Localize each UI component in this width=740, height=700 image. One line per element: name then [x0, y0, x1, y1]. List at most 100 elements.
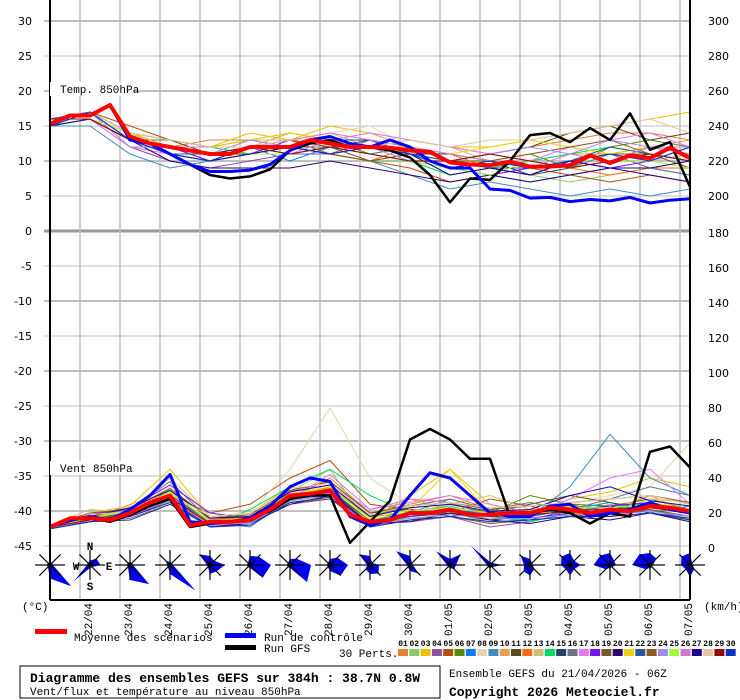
right-axis-tick-label: 100	[708, 367, 729, 380]
date-tick-label: 05/05	[604, 603, 616, 636]
pert-legend-swatch	[398, 649, 408, 656]
pert-legend-number: 16	[568, 640, 578, 649]
wind-perturbation-27	[49, 484, 691, 528]
legend-control-swatch	[225, 633, 256, 638]
left-axis-tick-label: 15	[18, 120, 32, 133]
pert-legend-number: 27	[692, 640, 702, 649]
pert-legend-number: 26	[681, 640, 691, 649]
right-axis-tick-label: 180	[708, 227, 729, 240]
wind-rose-center	[447, 562, 453, 568]
date-tick-label: 25/04	[204, 603, 216, 636]
pert-legend-swatch	[420, 649, 431, 656]
wind-rose-center	[327, 562, 333, 568]
left-axis-tick-label: 20	[18, 85, 32, 98]
left-axis-tick-label: -15	[14, 330, 32, 343]
left-axis-tick-label: 25	[18, 50, 32, 63]
date-tick-label: 28/04	[324, 603, 336, 636]
left-axis-tick-label: -5	[21, 260, 32, 273]
pert-legend-swatch	[409, 649, 420, 656]
right-axis-tick-label: 160	[708, 262, 729, 275]
left-axis-tick-label: -20	[14, 365, 32, 378]
right-axis-tick-label: 20	[708, 507, 722, 520]
wind-rose-center	[127, 562, 133, 568]
pert-legend-swatch	[522, 649, 533, 656]
left-axis-unit: (°C)	[22, 602, 48, 614]
pert-legend-swatch	[465, 649, 476, 656]
wind-rose-center	[647, 562, 653, 568]
wind-label-bg	[50, 461, 128, 475]
legend-mean-label: Moyenne des scénarios	[74, 633, 213, 645]
wind-mean-line	[49, 488, 691, 529]
temperature-plot	[49, 103, 692, 205]
pert-legend-number: 18	[590, 640, 600, 649]
pert-legend-number: 29	[715, 640, 725, 649]
wind-perturbation-30	[49, 496, 691, 530]
wind-rose	[395, 550, 425, 580]
run-info: Ensemble GEFS du 21/04/2026 - 06Z	[449, 669, 667, 681]
left-axis-tick-label: -25	[14, 400, 32, 413]
pert-legend-swatch	[533, 649, 544, 656]
wind-rose	[35, 550, 72, 587]
compass-south: S	[87, 582, 94, 594]
pert-legend-number: 02	[409, 640, 419, 649]
pert-legend-swatch	[714, 649, 725, 656]
pert-legend-swatch	[624, 649, 634, 656]
left-axis-tick-label: -45	[14, 540, 32, 553]
temp-label-bg	[50, 82, 134, 96]
chart-title: Diagramme des ensembles GEFS sur 384h : …	[30, 671, 420, 686]
pert-legend-swatch	[431, 649, 442, 656]
right-axis-tick-label: 240	[708, 120, 729, 133]
pert-legend-number: 05	[443, 640, 453, 649]
title-box	[19, 665, 441, 699]
pert-legend-swatch	[556, 649, 567, 656]
wind-panel-label: Vent 850hPa	[60, 464, 133, 476]
date-tick-label: 07/05	[684, 603, 696, 636]
pert-legend-number: 19	[602, 640, 612, 649]
wind-plot	[49, 407, 691, 545]
left-axis-tick-label: 30	[18, 15, 32, 28]
date-tick-label: 27/04	[284, 603, 296, 636]
pert-legend-number: 04	[432, 640, 442, 649]
temp-perturbation-20	[49, 111, 691, 183]
wind-rose	[74, 550, 105, 581]
pert-legend-number: 20	[613, 640, 623, 649]
temp-mean-line	[49, 103, 691, 169]
date-tick-label: 23/04	[124, 603, 136, 636]
date-tick-label: 04/05	[564, 603, 576, 636]
pert-legend-number: 13	[534, 640, 544, 649]
right-axis-tick-label: 280	[708, 50, 729, 63]
right-axis-tick-label: 40	[708, 472, 722, 485]
pert-legend-number: 15	[556, 640, 566, 649]
left-axis-tick-label: -40	[14, 505, 32, 518]
chart-subtitle: Vent/flux et température au niveau 850hP…	[30, 687, 301, 699]
pert-legend-swatch	[477, 649, 488, 656]
axes	[49, 0, 691, 601]
legend-gfs-swatch	[225, 645, 256, 650]
pert-legend-number: 10	[500, 640, 510, 649]
right-axis-tick-label: 80	[708, 402, 722, 415]
pert-legend-swatch	[567, 649, 578, 656]
pert-legend-swatch	[454, 649, 465, 656]
wind-rose	[155, 550, 196, 591]
wind-rose-center	[407, 562, 413, 568]
pert-legend-swatch	[669, 649, 680, 656]
wind-rose-polygon	[632, 553, 657, 570]
left-axis-tick-label: -35	[14, 470, 32, 483]
right-axis-tick-label: 140	[708, 297, 729, 310]
date-tick-label: 01/05	[444, 603, 456, 636]
pert-legend-swatch	[691, 649, 702, 656]
date-tick-label: 06/05	[644, 603, 656, 636]
left-axis-tick-label: 10	[18, 155, 32, 168]
pert-legend-number: 28	[703, 640, 713, 649]
wind-rose-polygon	[593, 553, 616, 570]
pert-legend-swatch	[544, 649, 555, 656]
copyright: Copyright 2026 Meteociel.fr	[449, 685, 660, 700]
wind-rose	[593, 550, 625, 580]
date-tick-label: 26/04	[244, 603, 256, 636]
right-axis-tick-label: 60	[708, 437, 722, 450]
pert-legend-swatch	[680, 649, 691, 656]
pert-legend-number: 11	[511, 640, 521, 649]
left-axis-tick-label: -10	[14, 295, 32, 308]
wind-rose-polygon	[470, 545, 502, 568]
